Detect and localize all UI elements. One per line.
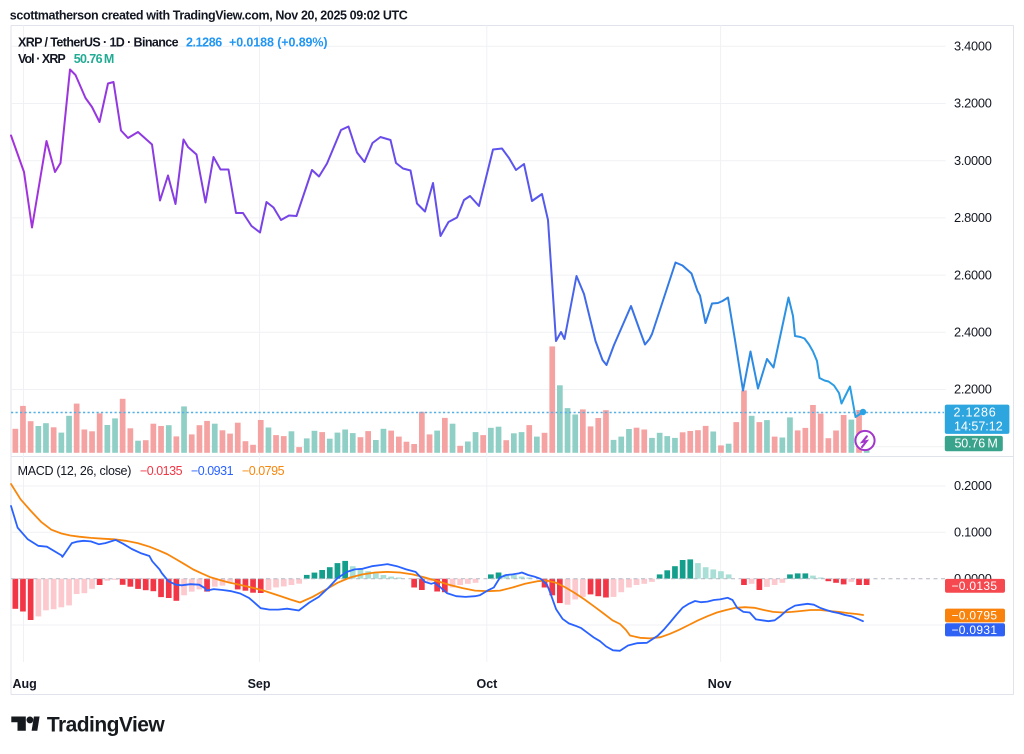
svg-text:Vol · XRP: Vol · XRP xyxy=(18,52,65,66)
svg-text:Aug: Aug xyxy=(13,677,37,691)
svg-text:−0.0135: −0.0135 xyxy=(140,464,183,478)
svg-text:0.2000: 0.2000 xyxy=(954,478,992,493)
svg-text:2.4000: 2.4000 xyxy=(954,325,992,340)
svg-text:−0.0931: −0.0931 xyxy=(952,623,998,637)
svg-text:TradingView: TradingView xyxy=(47,714,165,737)
svg-text:0.1000: 0.1000 xyxy=(954,525,992,540)
svg-text:2.6000: 2.6000 xyxy=(954,267,992,282)
svg-text:−0.0795: −0.0795 xyxy=(242,464,285,478)
svg-text:50.76 M: 50.76 M xyxy=(74,52,114,66)
svg-text:−0.0135: −0.0135 xyxy=(952,579,998,593)
svg-text:3.4000: 3.4000 xyxy=(954,39,992,54)
svg-text:MACD (12, 26, close): MACD (12, 26, close) xyxy=(18,464,132,478)
svg-text:2.1286: 2.1286 xyxy=(186,36,222,50)
svg-text:2.1286: 2.1286 xyxy=(954,406,997,420)
svg-text:Sep: Sep xyxy=(248,677,271,691)
svg-text:50.76 M: 50.76 M xyxy=(955,437,998,451)
svg-text:2.2000: 2.2000 xyxy=(954,382,992,397)
svg-text:2.8000: 2.8000 xyxy=(954,210,992,225)
svg-text:14:57:12: 14:57:12 xyxy=(954,420,1003,434)
svg-text:Nov: Nov xyxy=(708,677,732,691)
svg-text:−0.0795: −0.0795 xyxy=(952,609,998,623)
svg-text:3.2000: 3.2000 xyxy=(954,96,992,111)
svg-text:−0.0931: −0.0931 xyxy=(191,464,234,478)
svg-text:XRP / TetherUS · 1D · Binance: XRP / TetherUS · 1D · Binance xyxy=(18,36,179,50)
svg-text:scottmatherson created with Tr: scottmatherson created with TradingView.… xyxy=(10,8,408,22)
svg-text:3.0000: 3.0000 xyxy=(954,153,992,168)
svg-text:+0.0188 (+0.89%): +0.0188 (+0.89%) xyxy=(229,36,327,50)
svg-text:Oct: Oct xyxy=(477,677,499,691)
